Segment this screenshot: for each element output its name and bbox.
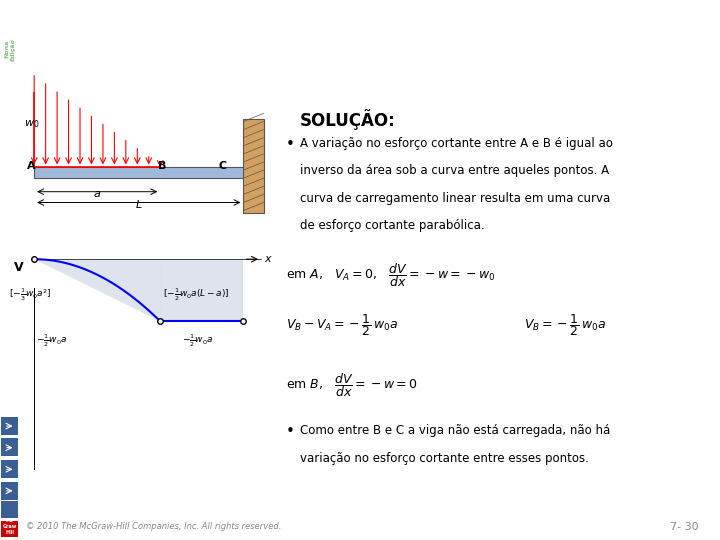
Text: •: • <box>286 137 294 152</box>
FancyBboxPatch shape <box>1 460 19 478</box>
Text: $[-\frac{1}{2}w_0 a(L-a)]$: $[-\frac{1}{2}w_0 a(L-a)]$ <box>163 286 230 302</box>
FancyBboxPatch shape <box>1 417 19 435</box>
Text: A variação no esforço cortante entre A e B é igual ao: A variação no esforço cortante entre A e… <box>300 137 613 150</box>
Text: Como entre B e C a viga não está carregada, não há: Como entre B e C a viga não está carrega… <box>300 424 610 437</box>
Text: $V_B = -\dfrac{1}{2}\,w_0 a$: $V_B = -\dfrac{1}{2}\,w_0 a$ <box>524 312 606 338</box>
Text: $a$: $a$ <box>93 189 102 199</box>
Bar <box>35 167 248 178</box>
Text: Mc
Graw
Hill: Mc Graw Hill <box>3 518 17 535</box>
Text: variação no esforço cortante entre esses pontos.: variação no esforço cortante entre esses… <box>300 451 588 465</box>
Text: em $B$,   $\dfrac{dV}{dx} = -w = 0$: em $B$, $\dfrac{dV}{dx} = -w = 0$ <box>286 372 418 399</box>
Polygon shape <box>161 259 243 321</box>
Text: $[-\frac{1}{3}w_0 a^2]$: $[-\frac{1}{3}w_0 a^2]$ <box>9 286 52 302</box>
Text: C: C <box>218 161 226 171</box>
Text: Mecânica Vetorial para Engenheiros: Estática: Mecânica Vetorial para Engenheiros: Está… <box>30 19 599 41</box>
Text: em $A$,   $V_A = 0$,   $\dfrac{dV}{dx} = -w = -w_0$: em $A$, $V_A = 0$, $\dfrac{dV}{dx} = -w … <box>286 261 495 289</box>
Text: 7- 30: 7- 30 <box>670 522 699 531</box>
Text: Nona
Edição: Nona Edição <box>4 38 15 60</box>
Text: SOLUÇÃO:: SOLUÇÃO: <box>300 109 395 130</box>
Text: $-\frac{1}{2}w_0 a$: $-\frac{1}{2}w_0 a$ <box>182 332 214 348</box>
Bar <box>243 119 264 213</box>
FancyBboxPatch shape <box>1 521 19 537</box>
Text: curva de carregamento linear resulta em uma curva: curva de carregamento linear resulta em … <box>300 192 610 205</box>
FancyBboxPatch shape <box>1 482 19 500</box>
Text: $V_B - V_A = -\dfrac{1}{2}\,w_0 a$: $V_B - V_A = -\dfrac{1}{2}\,w_0 a$ <box>286 312 398 338</box>
Text: B: B <box>158 161 166 171</box>
Text: $L$: $L$ <box>135 198 143 210</box>
Text: $x$: $x$ <box>264 254 272 264</box>
Text: V: V <box>14 261 24 274</box>
Text: de esforço cortante parabólica.: de esforço cortante parabólica. <box>300 219 485 232</box>
Text: $w_0$: $w_0$ <box>24 118 40 130</box>
Text: •: • <box>286 424 294 439</box>
Text: A: A <box>27 161 35 171</box>
FancyBboxPatch shape <box>1 438 19 456</box>
Text: © 2010 The McGraw-Hill Companies, Inc. All rights reserved.: © 2010 The McGraw-Hill Companies, Inc. A… <box>27 522 282 531</box>
Polygon shape <box>35 259 161 321</box>
Text: $-\frac{1}{2}w_0 a$: $-\frac{1}{2}w_0 a$ <box>36 332 68 348</box>
Text: inverso da área sob a curva entre aqueles pontos. A: inverso da área sob a curva entre aquele… <box>300 164 609 177</box>
Text: Problema Resolvido 7.6: Problema Resolvido 7.6 <box>27 66 248 84</box>
FancyBboxPatch shape <box>1 501 19 518</box>
